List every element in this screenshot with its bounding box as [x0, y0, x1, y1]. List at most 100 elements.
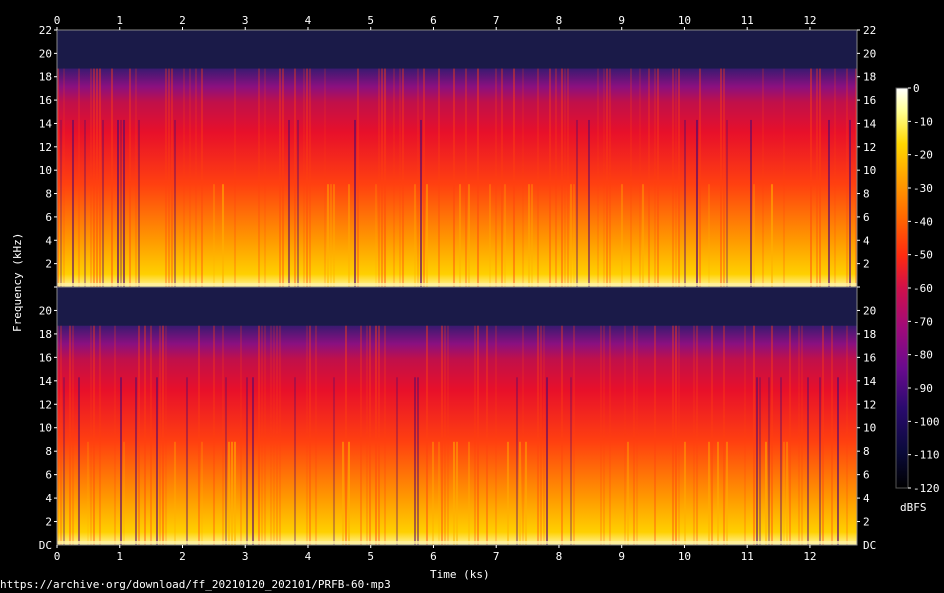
texture-stripe — [768, 377, 770, 545]
texture-stripe — [306, 68, 308, 287]
y-tick-label: 20 — [39, 47, 52, 60]
texture-stripe — [375, 184, 377, 287]
texture-stripe — [546, 377, 548, 545]
texture-stripe — [837, 377, 839, 545]
x-tick-label: 1 — [116, 550, 123, 563]
texture-stripe — [672, 325, 674, 545]
texture-stripe — [366, 325, 368, 545]
texture-stripe — [282, 68, 284, 287]
texture-stripe — [174, 119, 176, 287]
texture-stripe — [726, 441, 728, 545]
y-tick-label: 4 — [863, 234, 870, 247]
texture-stripe — [129, 68, 131, 287]
texture-stripe — [675, 325, 677, 545]
texture-stripe — [522, 325, 524, 545]
texture-stripe — [723, 325, 725, 545]
texture-stripe — [228, 441, 230, 545]
texture-stripe — [201, 68, 203, 287]
colorbar-tick-label: 0 — [913, 82, 920, 95]
texture-stripe — [477, 325, 479, 545]
texture-stripe — [93, 325, 95, 545]
x-tick-label: 12 — [803, 550, 816, 563]
texture-stripe — [165, 325, 167, 545]
texture-stripe — [309, 68, 311, 287]
texture-stripe — [522, 68, 524, 287]
texture-stripe — [159, 325, 161, 545]
texture-stripe — [327, 184, 329, 287]
texture-stripe — [555, 68, 557, 287]
texture-stripe — [693, 325, 695, 545]
texture-stripe — [495, 68, 497, 287]
texture-stripe — [519, 441, 521, 545]
texture-stripe — [57, 325, 59, 545]
texture-stripe — [600, 325, 602, 545]
y-tick-label: 14 — [39, 375, 53, 388]
texture-stripe — [588, 119, 590, 287]
y-tick-label: 16 — [863, 94, 876, 107]
texture-stripe — [708, 441, 710, 545]
texture-stripe — [762, 68, 764, 287]
spectrogram-panel-1 — [57, 30, 857, 287]
x-tick-label: 7 — [493, 550, 500, 563]
colorbar-ticks: 0 -10 -20 -30 -40 -50 -60 -70 -80 -90 -100 -110 -120 — [908, 82, 940, 495]
y-tick-label: 10 — [39, 164, 52, 177]
texture-stripe — [333, 377, 335, 545]
colorbar-tick-label: -60 — [913, 282, 933, 295]
x-tick-label: 0 — [54, 14, 61, 27]
y-tick-label: 4 — [863, 492, 870, 505]
x-tick-label: 8 — [556, 550, 563, 563]
texture-stripe — [63, 377, 65, 545]
y-tick-label: 16 — [863, 351, 876, 364]
x-tick-label: 11 — [741, 550, 754, 563]
texture-stripe — [186, 377, 188, 545]
texture-stripe — [69, 325, 71, 545]
texture-stripe — [621, 184, 623, 287]
x-axis-label: Time (ks) — [430, 568, 490, 581]
texture-stripe — [264, 68, 266, 287]
texture-stripe — [543, 325, 545, 545]
y-tick-label: 12 — [863, 141, 876, 154]
texture-stripe — [171, 68, 173, 287]
texture-stripe — [678, 325, 680, 545]
texture-stripe — [234, 68, 236, 287]
texture-stripe — [675, 68, 677, 287]
texture-stripe — [375, 325, 377, 545]
texture-stripe — [465, 68, 467, 287]
texture-stripe — [72, 325, 74, 545]
texture-stripe — [309, 325, 311, 545]
x-tick-label: 6 — [430, 14, 437, 27]
source-url: https://archive·org/download/ff_20210120… — [0, 578, 391, 591]
texture-stripe — [624, 325, 626, 545]
texture-stripe — [315, 325, 317, 545]
texture-stripe — [165, 68, 167, 287]
texture-stripe — [423, 68, 425, 287]
texture-stripe — [297, 119, 299, 287]
texture-stripe — [495, 325, 497, 545]
colorbar-tick-label: -30 — [913, 182, 933, 195]
x-tick-label: 5 — [367, 14, 374, 27]
texture-stripe — [201, 441, 203, 545]
texture-stripe — [453, 441, 455, 545]
texture-stripe — [432, 441, 434, 545]
y-tick-label: 4 — [45, 492, 52, 505]
texture-stripe — [87, 441, 89, 545]
texture-stripe — [537, 325, 539, 545]
colorbar-label: dBFS — [900, 501, 927, 514]
texture-stripe — [348, 184, 350, 287]
texture-stripe — [606, 68, 608, 287]
texture-stripe — [417, 377, 419, 545]
colorbar-tick-label: -90 — [913, 382, 933, 395]
texture-stripe — [771, 184, 773, 287]
texture-stripe — [468, 441, 470, 545]
texture-stripe — [399, 68, 401, 287]
texture-stripe — [603, 325, 605, 545]
texture-stripe — [330, 184, 332, 287]
texture-stripe — [819, 377, 821, 545]
x-tick-label: 3 — [242, 14, 249, 27]
texture-stripe — [222, 325, 224, 545]
colorbar-tick-label: -10 — [913, 115, 933, 128]
x-tick-label: 5 — [367, 550, 374, 563]
texture-stripe — [306, 325, 308, 545]
texture-stripe — [789, 325, 791, 545]
texture-stripe — [354, 119, 356, 287]
